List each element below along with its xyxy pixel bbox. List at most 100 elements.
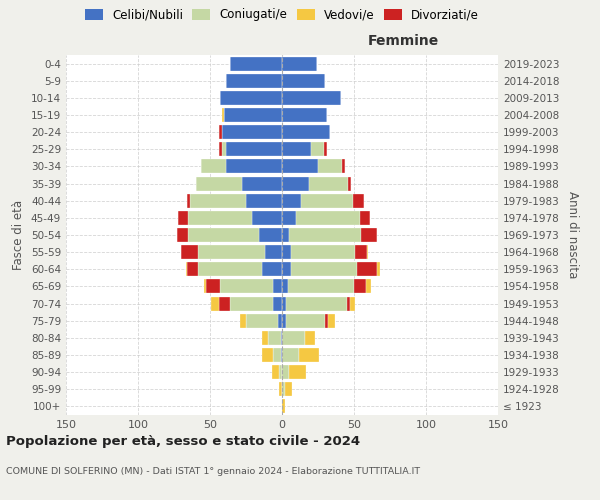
Bar [265,245,282,259]
Bar [282,348,299,362]
Bar [187,262,199,276]
Bar [348,176,351,190]
Bar [282,108,326,122]
Bar [289,365,307,379]
Bar [282,160,318,173]
Bar [230,296,274,310]
Bar [282,262,290,276]
Bar [220,280,274,293]
Bar [328,314,335,328]
Bar [282,400,285,413]
Bar [274,296,282,310]
Bar [218,142,221,156]
Bar [224,108,282,122]
Bar [282,296,286,310]
Bar [181,245,199,259]
Bar [318,160,343,173]
Bar [347,296,350,310]
Bar [246,314,278,328]
Bar [242,176,282,190]
Bar [282,56,317,70]
Bar [281,331,282,345]
Bar [190,194,246,207]
Text: COMUNE DI SOLFERINO (MN) - Dati ISTAT 1° gennaio 2024 - Elaborazione TUTTITALIA.: COMUNE DI SOLFERINO (MN) - Dati ISTAT 1°… [6,468,420,476]
Text: Popolazione per età, sesso e stato civile - 2024: Popolazione per età, sesso e stato civil… [6,435,360,448]
Bar [199,245,265,259]
Y-axis label: Fasce di età: Fasce di età [13,200,25,270]
Bar [272,365,279,379]
Bar [274,280,282,293]
Bar [221,142,226,156]
Bar [282,176,310,190]
Legend: Celibi/Nubili, Coniugati/e, Vedovi/e, Divorziati/e: Celibi/Nubili, Coniugati/e, Vedovi/e, Di… [85,8,479,22]
Bar [354,280,365,293]
Bar [282,245,290,259]
Bar [282,382,285,396]
Bar [282,91,341,105]
Bar [185,262,187,276]
Bar [286,296,347,310]
Bar [230,56,282,70]
Bar [204,280,206,293]
Bar [282,314,286,328]
Bar [279,382,282,396]
Bar [353,194,364,207]
Text: Femmine: Femmine [367,34,439,48]
Bar [285,382,292,396]
Bar [289,228,361,242]
Bar [377,262,380,276]
Bar [188,211,252,225]
Bar [324,142,326,156]
Bar [311,142,324,156]
Bar [274,348,281,362]
Bar [288,280,354,293]
Bar [259,228,282,242]
Bar [282,228,289,242]
Bar [355,245,367,259]
Bar [282,74,325,88]
Bar [202,160,226,173]
Bar [282,280,288,293]
Bar [350,296,355,310]
Bar [221,125,282,139]
Bar [262,262,282,276]
Bar [218,296,230,310]
Bar [282,211,296,225]
Bar [199,262,262,276]
Bar [188,228,259,242]
Bar [226,160,282,173]
Bar [226,74,282,88]
Bar [177,228,188,242]
Bar [365,280,371,293]
Bar [246,194,282,207]
Bar [262,348,274,362]
Bar [301,194,353,207]
Bar [299,348,319,362]
Bar [343,160,346,173]
Bar [226,142,282,156]
Bar [286,314,325,328]
Bar [305,331,315,345]
Bar [262,331,268,345]
Bar [278,314,282,328]
Bar [279,365,282,379]
Bar [268,331,281,345]
Bar [281,348,282,362]
Bar [296,211,360,225]
Bar [325,314,328,328]
Bar [211,296,218,310]
Bar [240,314,246,328]
Bar [221,108,224,122]
Bar [290,262,357,276]
Bar [282,365,289,379]
Bar [178,211,188,225]
Bar [282,194,301,207]
Bar [206,280,220,293]
Bar [187,194,190,207]
Bar [357,262,377,276]
Bar [220,91,282,105]
Bar [290,245,355,259]
Bar [252,211,282,225]
Bar [367,245,368,259]
Bar [196,176,242,190]
